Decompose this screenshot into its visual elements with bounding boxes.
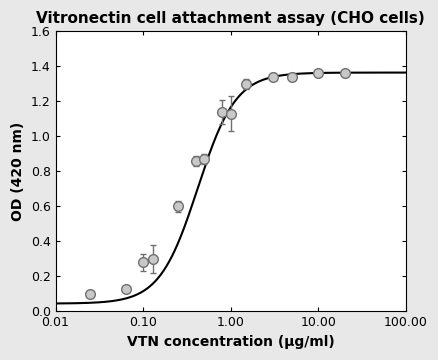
Y-axis label: OD (420 nm): OD (420 nm) [11,122,25,221]
Title: Vitronectin cell attachment assay (CHO cells): Vitronectin cell attachment assay (CHO c… [36,11,424,26]
X-axis label: VTN concentration (μg/ml): VTN concentration (μg/ml) [127,335,334,349]
